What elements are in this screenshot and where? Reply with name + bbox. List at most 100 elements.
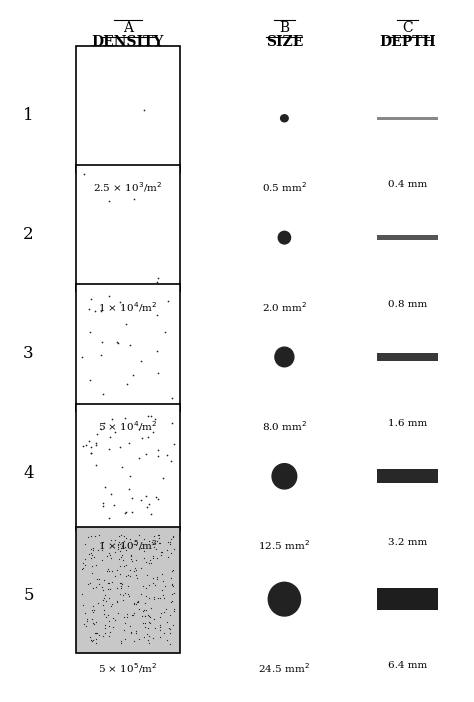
Point bbox=[99, 545, 106, 556]
Point bbox=[115, 538, 122, 550]
Point bbox=[95, 578, 103, 590]
Point bbox=[134, 595, 141, 607]
Point bbox=[153, 571, 161, 583]
Point bbox=[96, 574, 103, 585]
Point bbox=[144, 609, 152, 620]
Bar bbox=[76, 165, 180, 291]
Point bbox=[135, 633, 143, 644]
Text: 24.5 mm$^2$: 24.5 mm$^2$ bbox=[258, 661, 310, 675]
Point bbox=[126, 483, 133, 494]
Point bbox=[153, 491, 160, 503]
Point bbox=[161, 581, 169, 592]
Point bbox=[163, 616, 171, 628]
Point bbox=[99, 536, 107, 548]
Point bbox=[150, 542, 158, 553]
Point bbox=[101, 620, 109, 631]
Bar bbox=[377, 117, 438, 119]
Point bbox=[168, 588, 175, 600]
Point bbox=[146, 618, 154, 629]
Point bbox=[121, 587, 129, 598]
Point bbox=[93, 627, 101, 638]
Point bbox=[145, 616, 153, 628]
Point bbox=[92, 633, 100, 644]
Point bbox=[137, 563, 145, 574]
Point bbox=[146, 579, 153, 590]
Point bbox=[93, 429, 100, 440]
Point bbox=[116, 538, 123, 550]
Point bbox=[87, 531, 94, 542]
Point bbox=[145, 623, 152, 634]
Point bbox=[111, 499, 118, 510]
Point bbox=[89, 561, 96, 572]
Point bbox=[141, 610, 149, 621]
Point bbox=[166, 538, 174, 550]
Point bbox=[113, 564, 120, 575]
Text: 1: 1 bbox=[23, 107, 34, 124]
Point bbox=[149, 426, 157, 437]
Point bbox=[128, 555, 136, 567]
Point bbox=[148, 537, 155, 548]
Point bbox=[87, 634, 94, 645]
Point bbox=[149, 633, 156, 644]
Ellipse shape bbox=[281, 114, 288, 122]
Point bbox=[106, 621, 113, 632]
Point bbox=[132, 564, 140, 576]
Point bbox=[107, 549, 114, 560]
Text: 2.0 mm$^2$: 2.0 mm$^2$ bbox=[262, 300, 307, 314]
Point bbox=[151, 579, 158, 590]
Point bbox=[120, 561, 128, 572]
Point bbox=[155, 537, 163, 548]
Point bbox=[161, 326, 169, 338]
Point bbox=[100, 497, 107, 508]
Point bbox=[107, 626, 114, 637]
Point bbox=[119, 594, 127, 605]
Point bbox=[155, 450, 162, 461]
Point bbox=[117, 542, 125, 553]
Point bbox=[115, 537, 122, 548]
Point bbox=[114, 543, 122, 555]
Point bbox=[130, 538, 137, 550]
Point bbox=[82, 607, 89, 618]
Point bbox=[141, 552, 148, 564]
Point bbox=[91, 604, 98, 615]
Point bbox=[156, 592, 164, 603]
Point bbox=[168, 579, 175, 590]
Point bbox=[105, 615, 113, 626]
Point bbox=[119, 555, 127, 566]
Bar bbox=[76, 46, 180, 172]
Text: 2.5 × 10$^3$/m$^2$: 2.5 × 10$^3$/m$^2$ bbox=[93, 180, 163, 194]
Point bbox=[141, 617, 148, 628]
Point bbox=[106, 512, 113, 523]
Text: 0.8 mm: 0.8 mm bbox=[388, 300, 427, 309]
Point bbox=[121, 542, 128, 553]
Point bbox=[146, 611, 154, 622]
Point bbox=[147, 509, 155, 520]
Point bbox=[140, 545, 147, 556]
Text: DEPTH: DEPTH bbox=[379, 35, 436, 49]
Point bbox=[152, 622, 159, 633]
Point bbox=[83, 613, 91, 624]
Point bbox=[98, 349, 105, 360]
Point bbox=[155, 272, 162, 284]
Point bbox=[123, 609, 130, 620]
Point bbox=[156, 632, 164, 643]
Point bbox=[121, 508, 129, 519]
Text: 6.4 mm: 6.4 mm bbox=[388, 661, 427, 670]
Point bbox=[100, 501, 107, 512]
Text: SIZE: SIZE bbox=[266, 35, 303, 49]
Point bbox=[150, 594, 158, 605]
Point bbox=[105, 578, 112, 589]
Point bbox=[119, 590, 127, 601]
Point bbox=[145, 498, 153, 509]
Point bbox=[166, 627, 174, 638]
Ellipse shape bbox=[268, 583, 301, 616]
Text: 3: 3 bbox=[23, 345, 34, 362]
Point bbox=[124, 378, 131, 390]
Point bbox=[171, 588, 178, 599]
Point bbox=[82, 439, 90, 450]
Point bbox=[140, 581, 147, 592]
Point bbox=[149, 573, 157, 584]
Text: 8.0 mm$^2$: 8.0 mm$^2$ bbox=[262, 419, 307, 433]
Point bbox=[149, 577, 156, 588]
Point bbox=[132, 625, 139, 636]
